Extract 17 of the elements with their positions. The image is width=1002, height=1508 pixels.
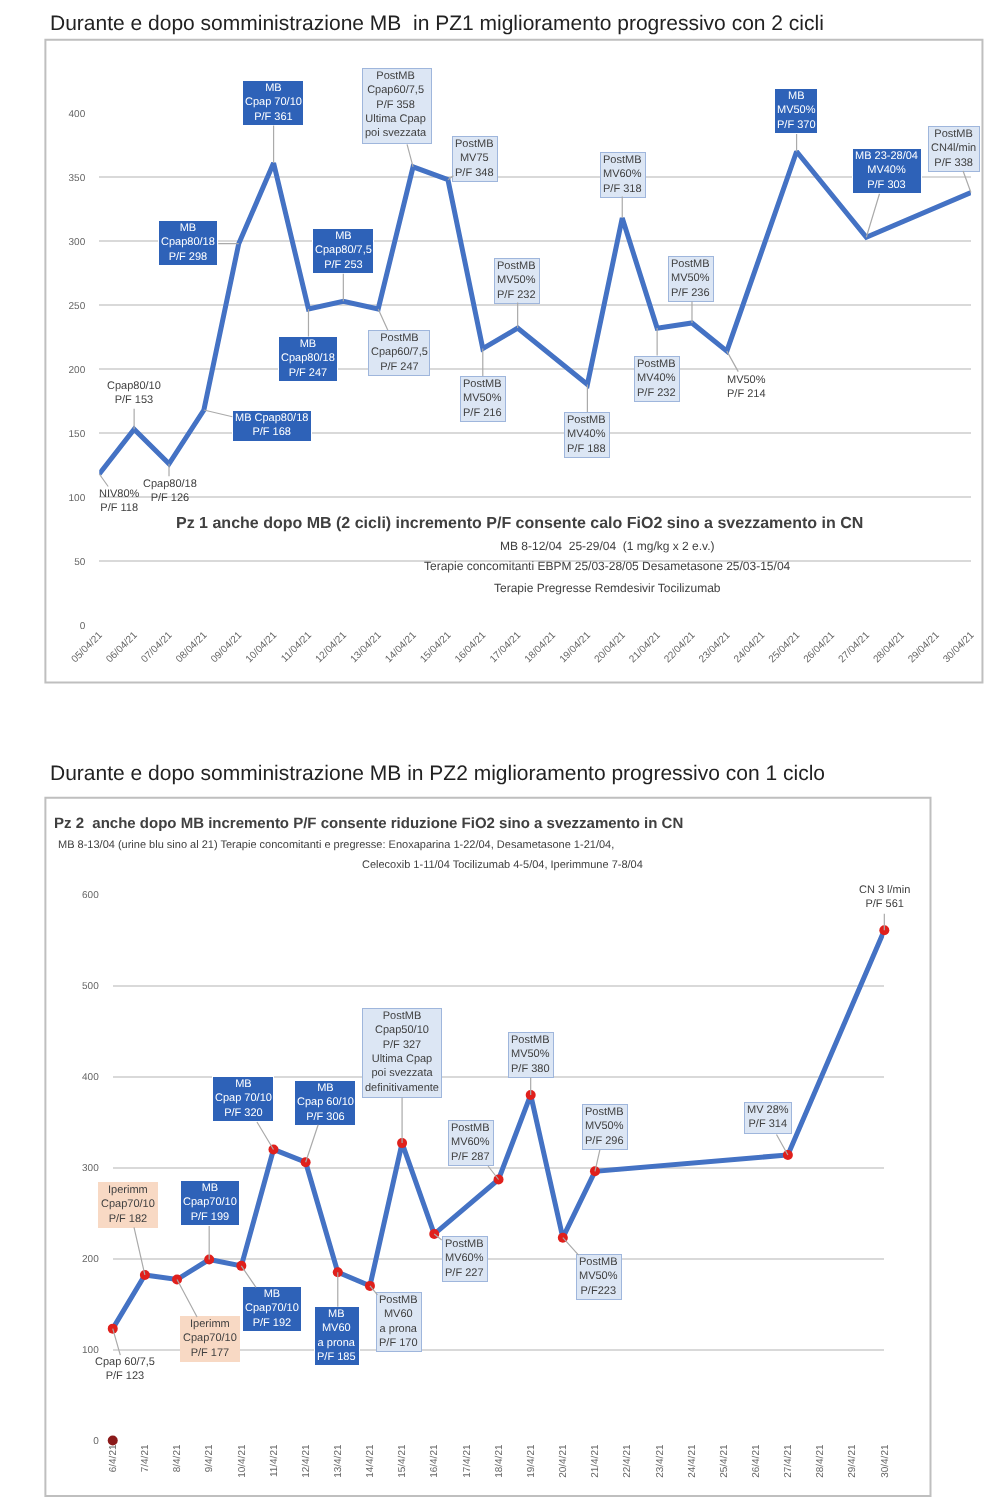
point bbox=[557, 1232, 568, 1243]
annotation: Pz 1 anche dopo MB (2 cicli) incremento P/F consente calo FiO2 sino a svezzamento in CN bbox=[176, 514, 864, 532]
point bbox=[332, 1267, 343, 1278]
line-series bbox=[99, 149, 971, 477]
chart-title: Durante e dopo somministrazione MB in PZ2 miglioramento progressivo con 1 ciclo bbox=[50, 762, 826, 786]
point bbox=[525, 1089, 536, 1100]
chart-title: Durante e dopo somministrazione MB in PZ1 miglioramento progressivo con 2 cicli bbox=[50, 12, 824, 36]
point bbox=[782, 1149, 793, 1160]
point bbox=[589, 1166, 600, 1177]
point bbox=[300, 1157, 311, 1168]
point bbox=[139, 1269, 150, 1280]
point bbox=[879, 925, 890, 936]
point bbox=[107, 1435, 118, 1446]
point bbox=[204, 1254, 215, 1265]
point bbox=[172, 1274, 183, 1285]
point bbox=[364, 1280, 375, 1291]
point bbox=[236, 1260, 247, 1271]
